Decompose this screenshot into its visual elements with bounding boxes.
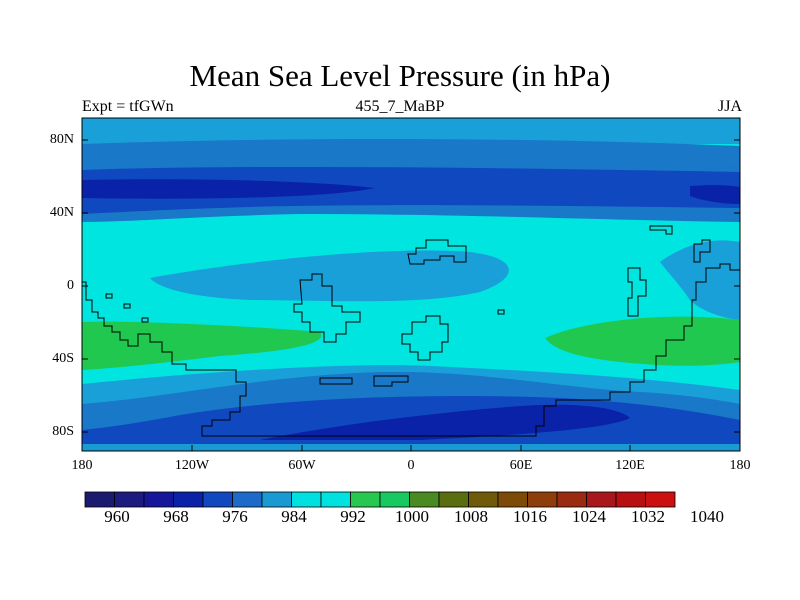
colorbar-swatch <box>468 491 499 508</box>
lon-label-180w: 180 <box>71 458 93 473</box>
lat-label-80n: 80N <box>49 132 74 147</box>
colorbar-swatch <box>143 491 174 508</box>
coastline-island-2 <box>627 267 647 317</box>
colorbar-label: 1008 <box>454 507 488 526</box>
low-circumpolar <box>260 404 630 440</box>
coastline-island-4 <box>693 239 711 263</box>
season-label: JJA <box>717 98 742 115</box>
colorbar-swatch <box>438 491 469 508</box>
lon-label-120w: 120W <box>174 458 210 473</box>
lat-label-40n: 40N <box>49 205 74 220</box>
colorbar-swatch <box>615 491 646 508</box>
colorbar-swatch <box>645 491 676 508</box>
run-label: 455_7_MaBP <box>355 98 445 115</box>
lon-label-120e: 120E <box>615 458 645 473</box>
lon-label-0: 0 <box>407 458 415 473</box>
coastline-islet-1 <box>105 293 113 299</box>
colorbar-label: 984 <box>281 507 307 526</box>
colorbar-label: 1040 <box>690 507 724 526</box>
colorbar-swatch <box>291 491 322 508</box>
lon-label-180e: 180 <box>729 458 751 473</box>
colorbar-swatch <box>409 491 440 508</box>
colorbar-swatch <box>379 491 410 508</box>
colorbar-swatch <box>497 491 528 508</box>
coastline-island-3 <box>649 225 673 235</box>
colorbar-label: 1032 <box>631 507 665 526</box>
coastline-island-1 <box>401 315 449 361</box>
lon-label-60e: 60E <box>509 458 533 473</box>
colorbar-label: 992 <box>340 507 366 526</box>
lon-label-60w: 60W <box>288 458 316 473</box>
low-north-pacific <box>690 185 740 204</box>
colorbar-label: 1024 <box>572 507 606 526</box>
band-midlat-low <box>82 166 740 214</box>
colorbar-swatch <box>232 491 263 508</box>
colorbar-label: 1016 <box>513 507 547 526</box>
band-70n <box>82 139 740 162</box>
colorbar-swatch <box>173 491 204 508</box>
colorbar-label: 976 <box>222 507 248 526</box>
coastline-island-5 <box>319 377 353 385</box>
pressure-field <box>82 118 740 451</box>
low-north-atlantic <box>82 179 375 199</box>
coastline-islet-4 <box>497 309 505 315</box>
colorbar-swatch <box>320 491 351 508</box>
lat-label-0: 0 <box>67 278 74 293</box>
coastline-africa-west <box>293 273 361 343</box>
coastline-islet-2 <box>123 303 131 309</box>
colorbar-label: 960 <box>104 507 130 526</box>
coastline-main <box>82 263 740 437</box>
map-title: Mean Sea Level Pressure (in hPa) <box>189 58 611 93</box>
coastline-eurasia <box>407 239 467 265</box>
coastlines <box>82 225 740 437</box>
experiment-label: Expt = tfGWn <box>82 98 174 115</box>
colorbar-label: 1000 <box>395 507 429 526</box>
colorbar-swatch <box>202 491 233 508</box>
colorbar-swatch <box>350 491 381 508</box>
colorbar <box>84 491 676 508</box>
colorbar-swatch <box>586 491 617 508</box>
coastline-island-6 <box>373 375 409 387</box>
colorbar-swatch <box>527 491 558 508</box>
colorbar-swatch <box>84 491 115 508</box>
lat-label-80s: 80S <box>52 424 74 439</box>
high-indian-ocean <box>545 316 740 366</box>
low-tropical-1 <box>150 250 509 302</box>
coastline-islet-3 <box>141 317 149 323</box>
colorbar-label: 968 <box>163 507 189 526</box>
lat-label-40s: 40S <box>52 351 74 366</box>
low-tropical-2 <box>660 240 740 320</box>
tick-marks <box>82 139 740 451</box>
colorbar-swatch <box>114 491 145 508</box>
colorbar-swatch <box>261 491 292 508</box>
colorbar-swatch <box>556 491 587 508</box>
